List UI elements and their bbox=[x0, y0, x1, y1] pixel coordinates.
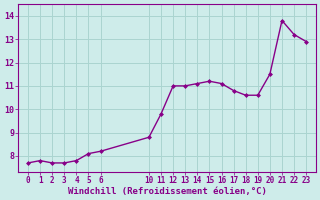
X-axis label: Windchill (Refroidissement éolien,°C): Windchill (Refroidissement éolien,°C) bbox=[68, 187, 267, 196]
